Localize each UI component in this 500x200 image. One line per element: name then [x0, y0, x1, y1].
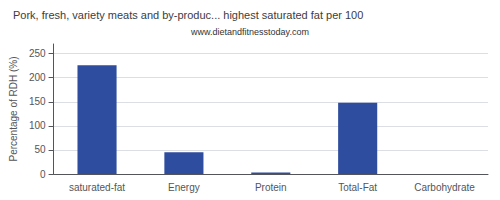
- svg-text:100: 100: [29, 120, 46, 131]
- svg-text:Carbohydrate: Carbohydrate: [414, 182, 475, 193]
- svg-text:150: 150: [29, 96, 46, 107]
- svg-text:Percentage of RDH (%): Percentage of RDH (%): [8, 56, 19, 161]
- svg-text:0: 0: [40, 169, 46, 180]
- svg-text:Energy: Energy: [168, 182, 200, 193]
- svg-text:Total-Fat: Total-Fat: [338, 182, 377, 193]
- svg-text:www.dietandfitnesstoday.com: www.dietandfitnesstoday.com: [190, 27, 309, 37]
- svg-text:50: 50: [34, 144, 46, 155]
- svg-text:saturated-fat: saturated-fat: [69, 182, 125, 193]
- svg-text:Pork, fresh, variety meats and: Pork, fresh, variety meats and by-produc…: [13, 9, 363, 21]
- svg-text:200: 200: [29, 72, 46, 83]
- svg-text:250: 250: [29, 48, 46, 59]
- svg-text:Protein: Protein: [255, 182, 287, 193]
